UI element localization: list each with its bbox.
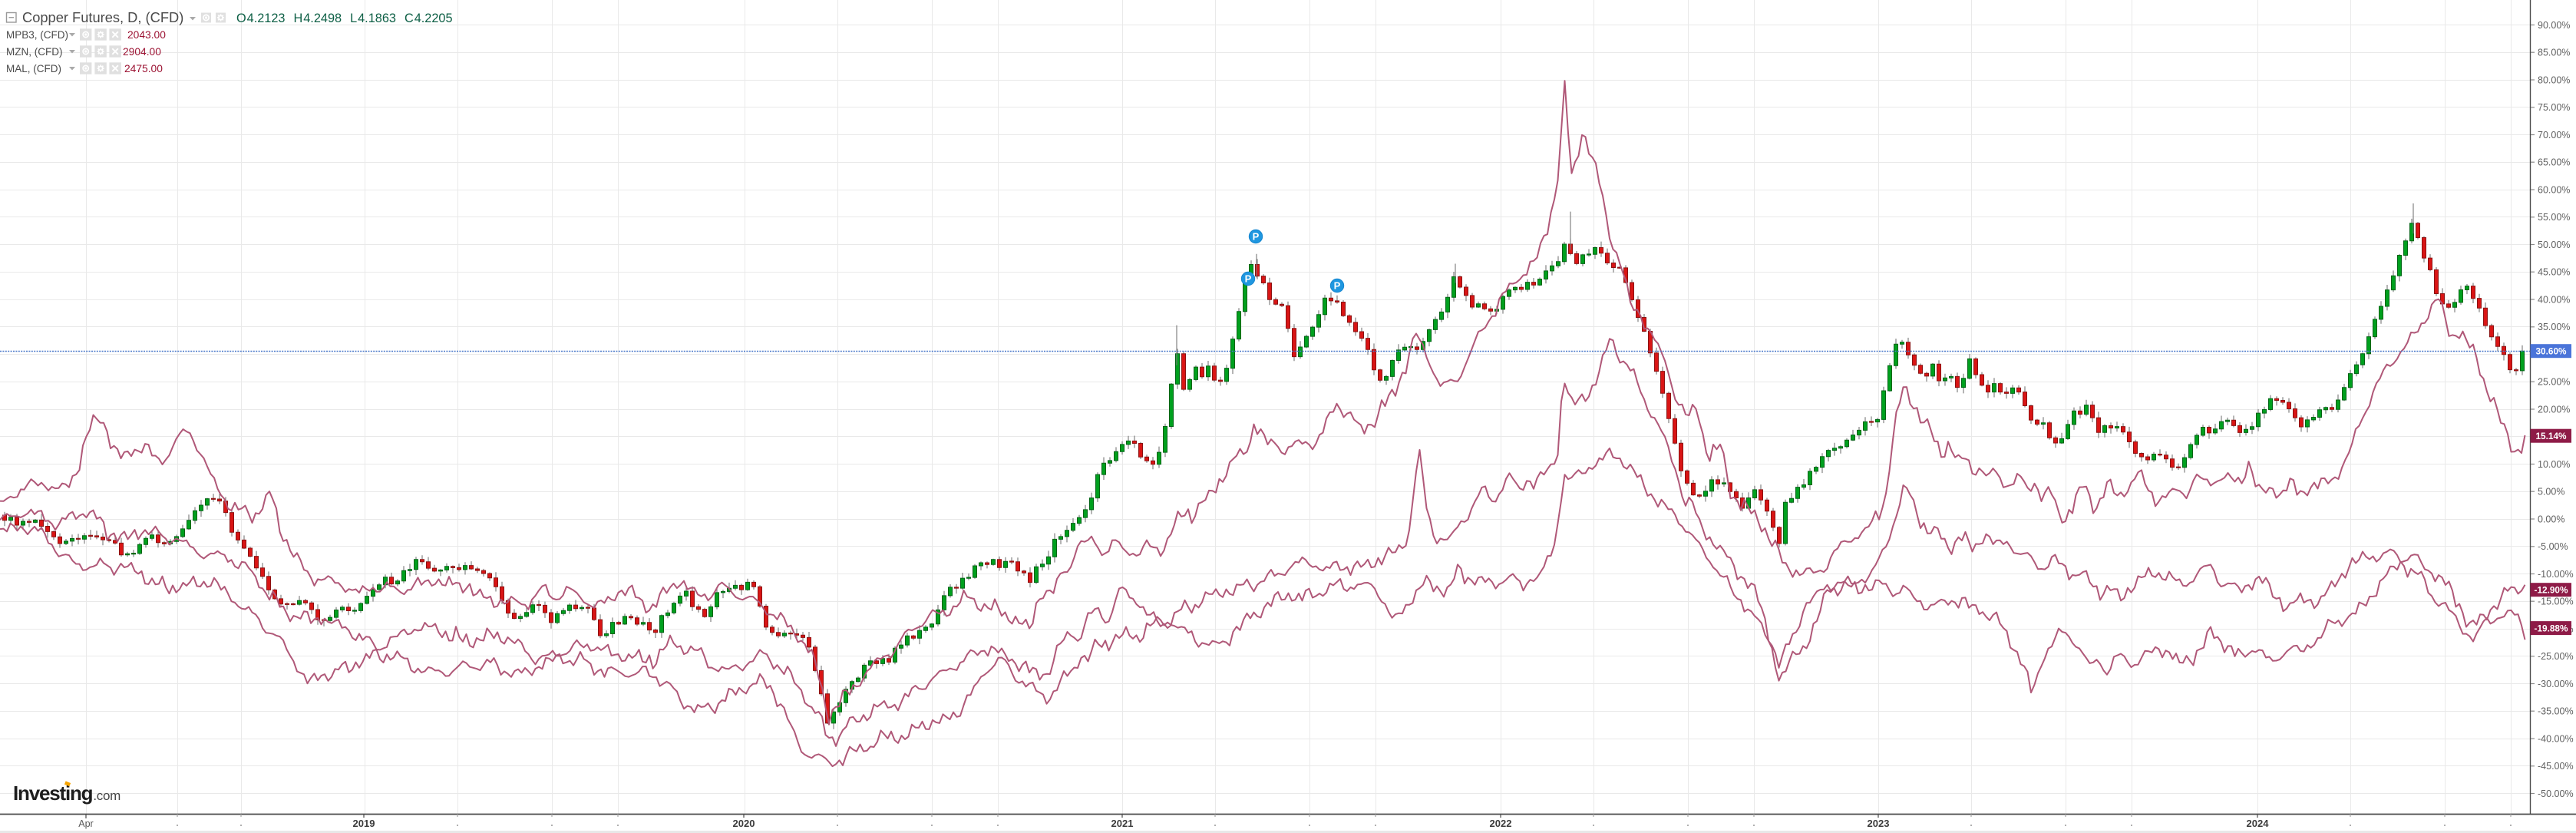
svg-text:80.00%: 80.00% (2538, 74, 2570, 85)
svg-text:-30.00%: -30.00% (2538, 679, 2574, 689)
svg-text:MPB3, (CFD): MPB3, (CFD) (6, 29, 68, 41)
svg-text:2475.00: 2475.00 (124, 63, 163, 74)
svg-text:5.00%: 5.00% (2538, 487, 2564, 497)
svg-text:55.00%: 55.00% (2538, 212, 2570, 223)
svg-text:MZN, (CFD): MZN, (CFD) (6, 46, 62, 58)
svg-text:-25.00%: -25.00% (2538, 651, 2574, 662)
svg-text:40.00%: 40.00% (2538, 294, 2570, 305)
svg-text:2904.00: 2904.00 (123, 46, 161, 58)
svg-text:60.00%: 60.00% (2538, 184, 2570, 195)
svg-text:15.14%: 15.14% (2535, 431, 2567, 441)
svg-text:70.00%: 70.00% (2538, 130, 2570, 140)
svg-text:-50.00%: -50.00% (2538, 788, 2574, 799)
svg-text:75.00%: 75.00% (2538, 102, 2570, 113)
svg-text:2022: 2022 (1490, 818, 1512, 829)
svg-text:-40.00%: -40.00% (2538, 733, 2574, 744)
svg-text:-19.88%: -19.88% (2535, 623, 2568, 633)
svg-text:2020: 2020 (733, 818, 755, 829)
svg-text:2021: 2021 (1111, 818, 1134, 829)
svg-text:Investing.com: Investing.com (13, 782, 121, 805)
svg-text:2024: 2024 (2247, 818, 2270, 829)
svg-text:35.00%: 35.00% (2538, 322, 2570, 332)
svg-text:Copper Futures, D, (CFD): Copper Futures, D, (CFD) (22, 9, 183, 25)
svg-text:65.00%: 65.00% (2538, 157, 2570, 168)
svg-text:25.00%: 25.00% (2538, 377, 2570, 388)
svg-text:10.00%: 10.00% (2538, 459, 2570, 470)
svg-text:90.00%: 90.00% (2538, 20, 2570, 31)
svg-text:85.00%: 85.00% (2538, 48, 2570, 58)
svg-text:2019: 2019 (353, 818, 375, 829)
svg-text:MAL, (CFD): MAL, (CFD) (6, 63, 61, 74)
svg-text:0.00%: 0.00% (2538, 514, 2564, 524)
svg-text:P: P (1245, 273, 1252, 285)
svg-text:50.00%: 50.00% (2538, 240, 2570, 250)
svg-text:20.00%: 20.00% (2538, 404, 2570, 415)
svg-text:2043.00: 2043.00 (127, 29, 166, 41)
svg-text:P: P (1253, 231, 1260, 243)
svg-text:45.00%: 45.00% (2538, 267, 2570, 278)
svg-text:30.60%: 30.60% (2535, 346, 2567, 357)
svg-text:P: P (1334, 280, 1341, 292)
svg-text:-10.00%: -10.00% (2538, 569, 2574, 580)
svg-text:-45.00%: -45.00% (2538, 761, 2574, 772)
svg-text:-35.00%: -35.00% (2538, 706, 2574, 717)
svg-text:Apr: Apr (78, 818, 93, 829)
svg-text:-5.00%: -5.00% (2538, 541, 2568, 552)
svg-text:-12.90%: -12.90% (2535, 585, 2568, 596)
svg-text:2023: 2023 (1868, 818, 1890, 829)
svg-text:-15.00%: -15.00% (2538, 597, 2574, 607)
